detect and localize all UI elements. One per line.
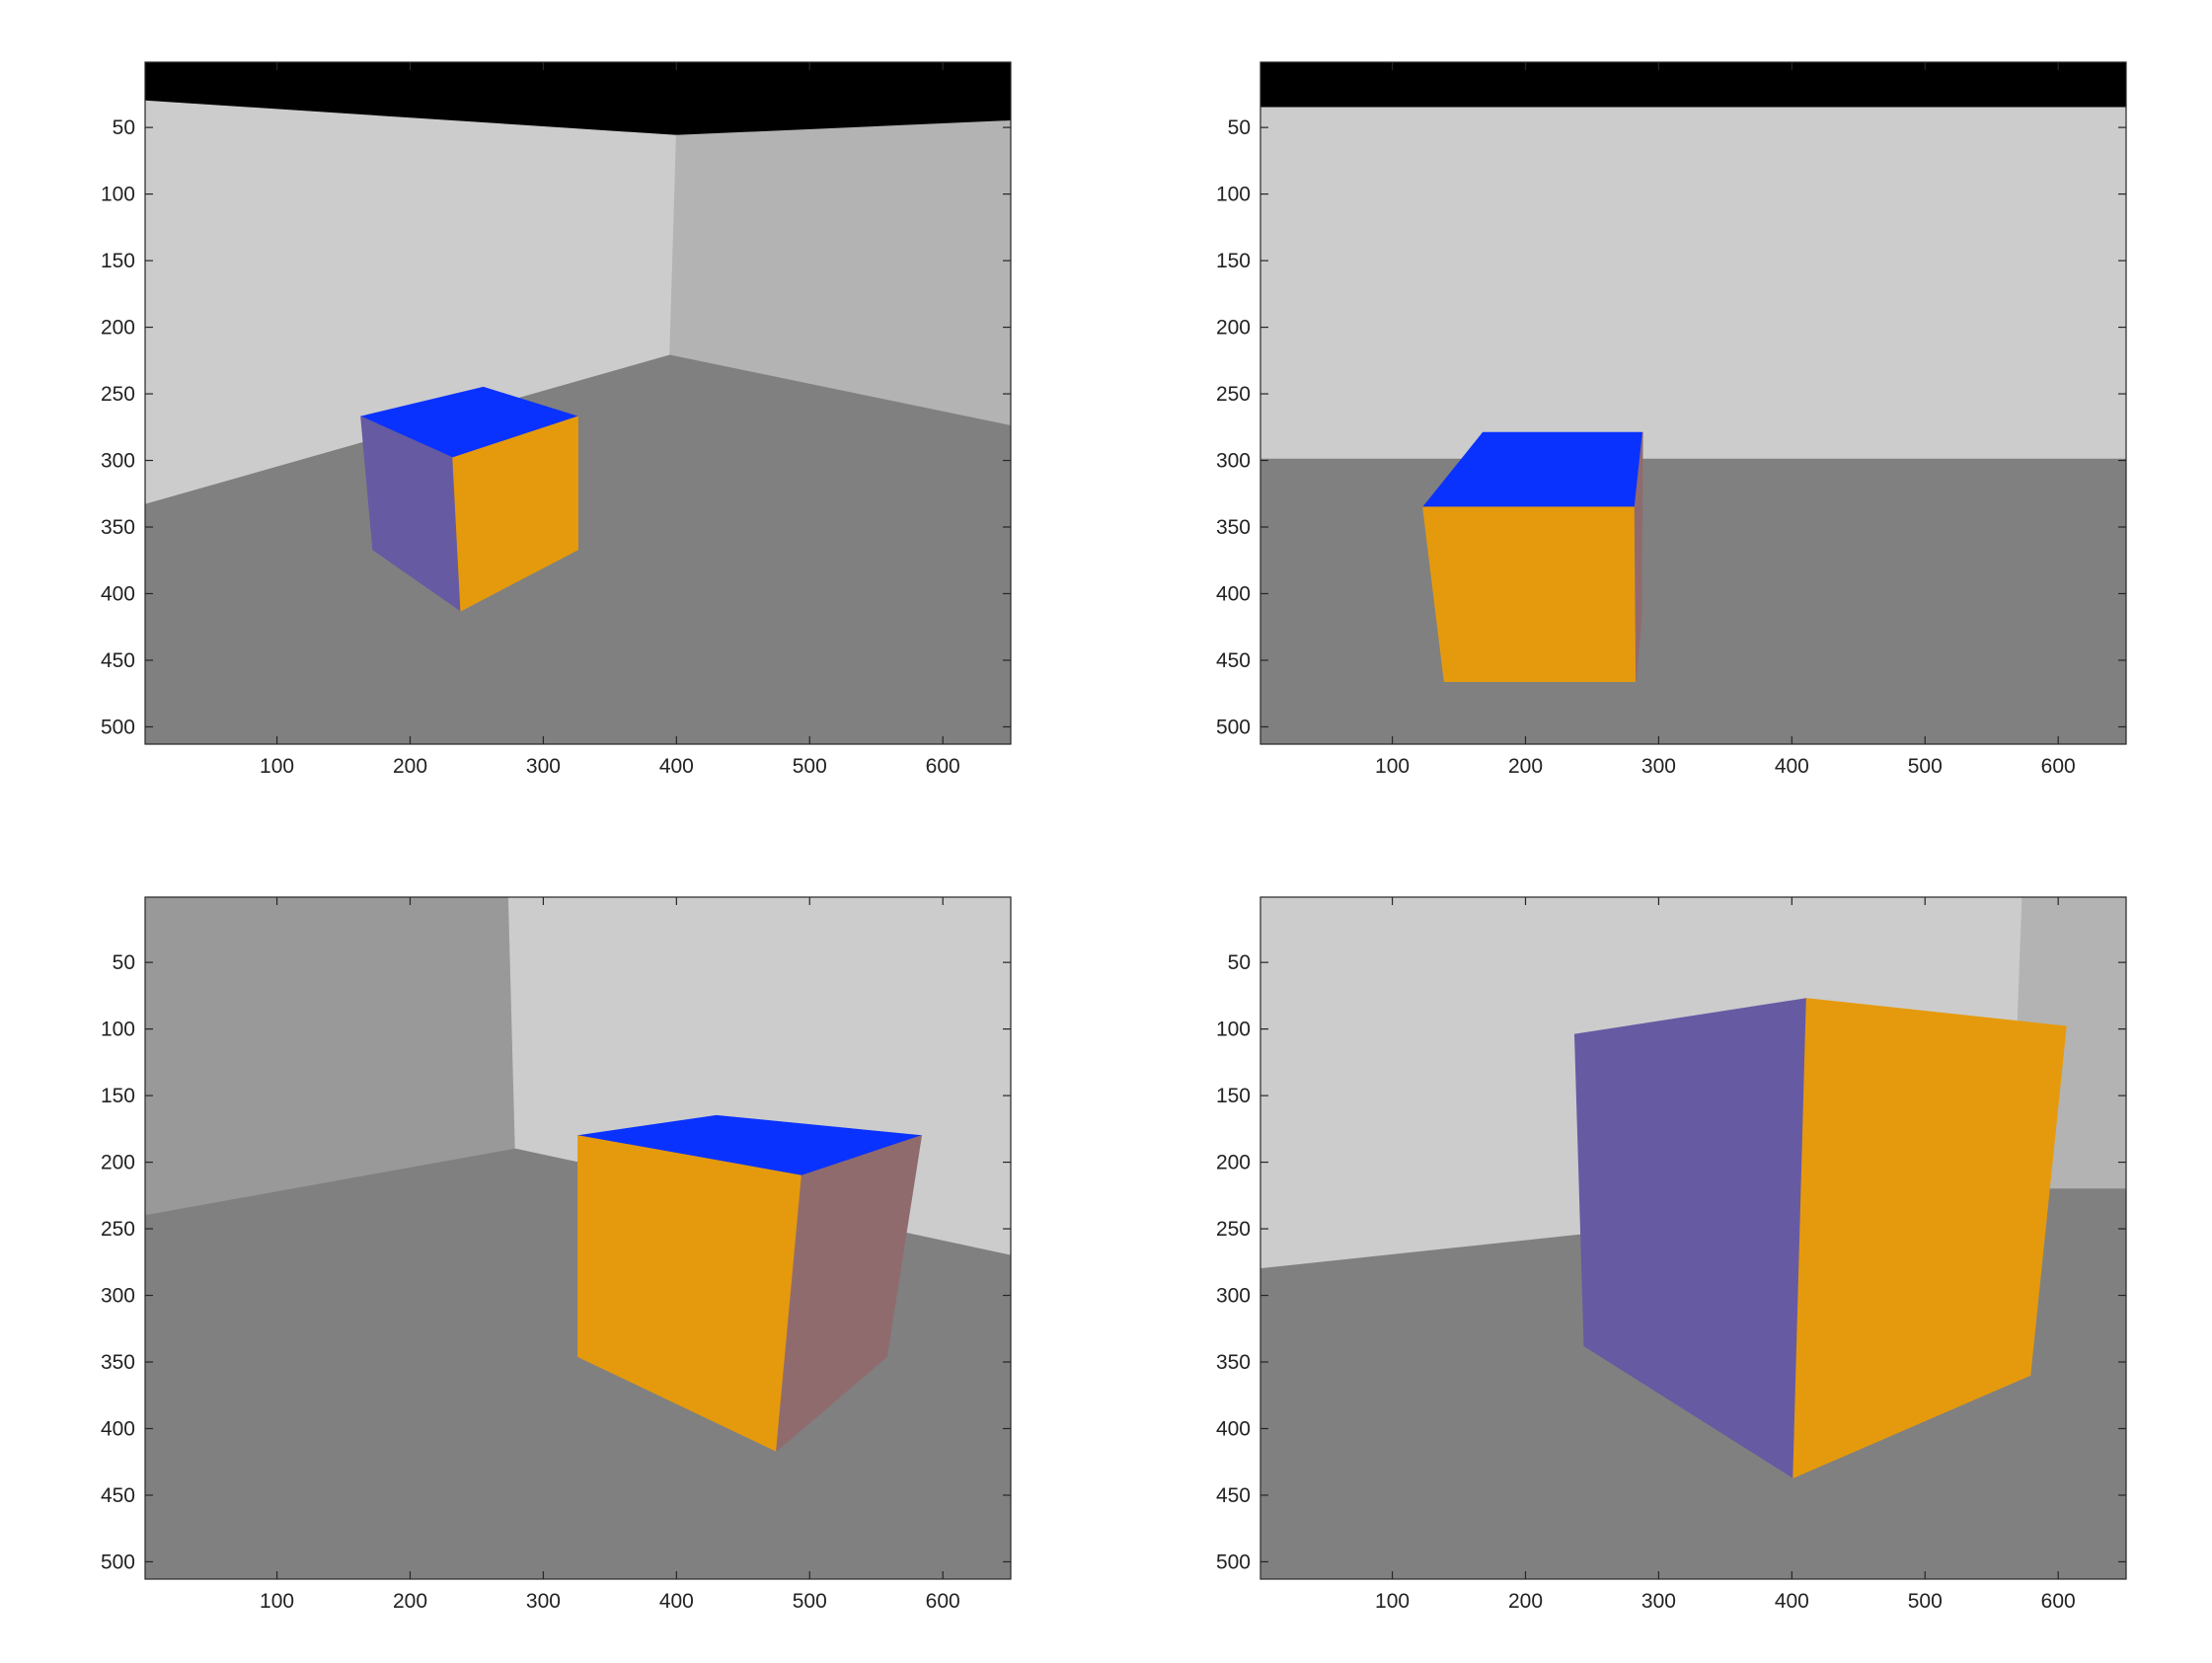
y-tick-label: 150 [1216,250,1251,272]
x-tick-label: 100 [260,1590,294,1613]
x-tick-label: 600 [2041,755,2076,778]
y-tick-label: 450 [101,1484,135,1507]
x-tick-label: 100 [1375,1590,1410,1613]
y-tick-label: 300 [101,1285,135,1308]
y-tick-label: 250 [1216,383,1251,406]
y-tick-label: 500 [1216,1550,1251,1573]
x-tick-label: 500 [793,755,827,778]
y-tick-label: 450 [1216,1484,1251,1507]
x-tick-label: 600 [926,1590,960,1613]
y-tick-label: 350 [101,516,135,539]
panel-2: 100 200 300 400 500 600 50 100 150 200 250 300 350 40… [1216,61,2127,778]
cube-front [1422,506,1637,682]
y-tick-label: 100 [1216,184,1251,206]
x-tick-label: 500 [1908,1590,1943,1613]
axes-box [144,896,1012,1580]
x-tick-label: 200 [1508,755,1543,778]
y-tick-label: 100 [101,1019,135,1041]
y-tick-label: 250 [101,383,135,406]
y-tick-label: 100 [101,184,135,206]
y-tick-label: 200 [101,317,135,340]
panel-image [1260,62,2126,744]
floor [1260,458,2126,744]
x-tick-label: 400 [659,755,694,778]
y-tick-label: 500 [101,1550,135,1573]
y-tick-label: 250 [101,1218,135,1241]
wall [1260,107,2126,460]
y-tick-label: 350 [1216,516,1251,539]
y-tick-label: 450 [1216,649,1251,672]
y-tick-label: 150 [101,1085,135,1107]
y-tick-label: 450 [101,649,135,672]
panel-image [1260,897,2126,1579]
y-tick-label: 300 [1216,450,1251,473]
x-tick-label: 600 [2041,1590,2076,1613]
panel-1: 100 200 300 400 500 600 50 100 150 200 250 300 350 40… [101,61,1012,778]
y-tick-label: 350 [1216,1351,1251,1374]
x-tick-label: 100 [260,755,294,778]
x-tick-label: 600 [926,755,960,778]
y-tick-label: 150 [101,250,135,272]
y-tick-label: 400 [101,1417,135,1440]
x-tick-label: 500 [793,1590,827,1613]
x-tick-label: 200 [393,1590,427,1613]
y-tick-label: 400 [1216,582,1251,605]
panel-3: 100 200 300 400 500 600 50 100 150 200 250 300 350 40… [101,896,1012,1613]
y-tick-label: 400 [101,582,135,605]
y-tick-label: 200 [1216,317,1251,340]
y-tick-label: 100 [1216,1019,1251,1041]
x-tick-label: 300 [1641,1590,1676,1613]
y-tick-label: 50 [1228,116,1251,139]
x-tick-label: 300 [526,1590,561,1613]
ceiling [1260,62,2126,109]
y-tick-label: 50 [113,951,135,974]
right-wall [669,120,1011,426]
y-tick-label: 500 [101,716,135,738]
y-tick-label: 350 [101,1351,135,1374]
y-tick-label: 400 [1216,1417,1251,1440]
x-tick-label: 100 [1375,755,1410,778]
y-tick-label: 150 [1216,1085,1251,1107]
x-tick-label: 400 [659,1590,694,1613]
x-tick-label: 200 [1508,1590,1543,1613]
y-tick-label: 250 [1216,1218,1251,1241]
panel-4: 100 200 300 400 500 600 50 100 150 200 250 300 350 40… [1216,896,2127,1613]
panel-image [145,897,1011,1579]
y-tick-label: 200 [101,1152,135,1174]
y-tick-label: 500 [1216,716,1251,738]
axes-box [1259,896,2127,1580]
y-tick-label: 300 [1216,1285,1251,1308]
cube-side [776,1135,922,1452]
y-tick-label: 50 [1228,951,1251,974]
x-tick-label: 400 [1775,755,1809,778]
axes-box [144,61,1012,745]
x-tick-label: 200 [393,755,427,778]
axes-box [1259,61,2127,745]
x-tick-label: 300 [526,755,561,778]
x-tick-label: 500 [1908,755,1943,778]
cube-side [1634,431,1643,682]
y-tick-label: 300 [101,450,135,473]
panel-image [145,62,1011,744]
x-tick-label: 400 [1775,1590,1809,1613]
cube-front [1792,998,2067,1478]
x-tick-label: 300 [1641,755,1676,778]
y-tick-label: 50 [113,116,135,139]
cube-front [452,416,578,612]
y-tick-label: 200 [1216,1152,1251,1174]
